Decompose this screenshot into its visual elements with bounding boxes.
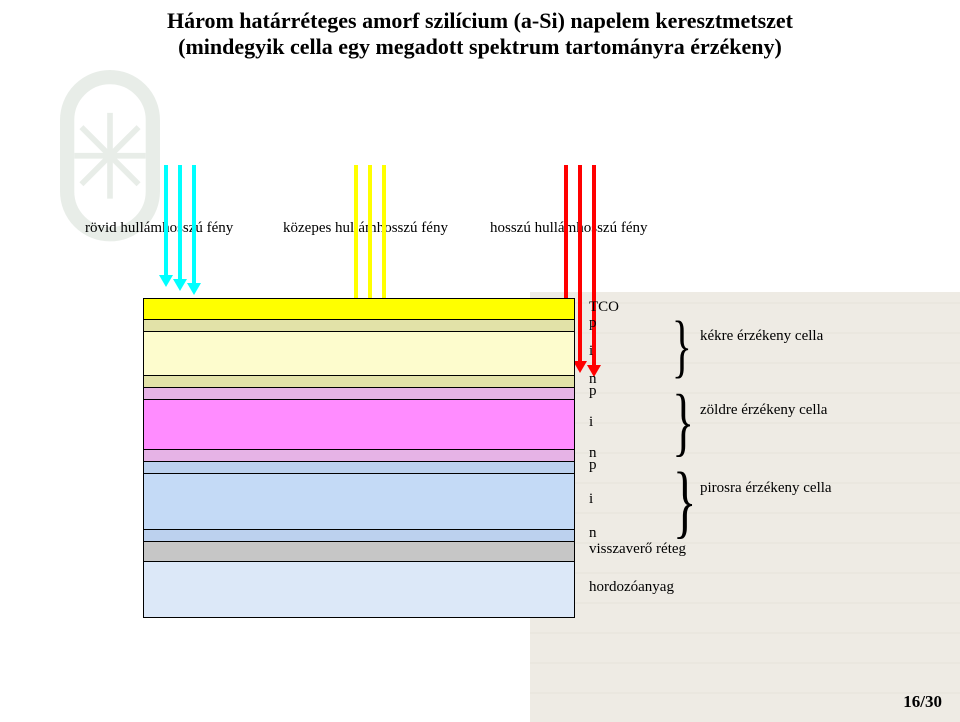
layer-stack <box>143 298 575 618</box>
layer-n2 <box>144 449 574 461</box>
layer-i3 <box>144 473 574 529</box>
layer-p1 <box>144 319 574 331</box>
layer-reflector <box>144 541 574 561</box>
layer-label-p1: p <box>589 315 597 332</box>
layer-label-p2: p <box>589 383 597 400</box>
layer-label-tco: TCO <box>589 299 619 316</box>
layer-n3 <box>144 529 574 541</box>
headline-long: hosszú hullámhosszú fény <box>490 220 647 237</box>
cell-label-2: pirosra érzékeny cella <box>700 480 832 497</box>
brace-1: } <box>672 384 694 460</box>
layer-n1 <box>144 375 574 387</box>
layer-label-p3: p <box>589 457 597 474</box>
brace-2: } <box>673 460 697 542</box>
cell-label-0: kékre érzékeny cella <box>700 328 823 345</box>
layer-substrate <box>144 561 574 617</box>
title-line-1: Három határréteges amorf szilícium (a-Si… <box>0 8 960 34</box>
title-line-2: (mindegyik cella egy megadott spektrum t… <box>0 34 960 60</box>
layer-tco <box>144 299 574 319</box>
layer-label-n3: n <box>589 525 597 542</box>
brace-0: } <box>672 312 692 382</box>
layer-i1 <box>144 331 574 375</box>
cell-label-1: zöldre érzékeny cella <box>700 402 827 419</box>
page-title: Három határréteges amorf szilícium (a-Si… <box>0 8 960 60</box>
headline-medium: közepes hullámhosszú fény <box>283 220 448 237</box>
layer-label-i3: i <box>589 491 593 508</box>
layer-label-i2: i <box>589 414 593 431</box>
layer-label-i1: i <box>589 343 593 360</box>
headline-short: rövid hullámhosszú fény <box>85 220 233 237</box>
layer-p3 <box>144 461 574 473</box>
layer-p2 <box>144 387 574 399</box>
layer-i2 <box>144 399 574 449</box>
layer-label-reflector: visszaverő réteg <box>589 541 686 558</box>
layer-label-substrate: hordozóanyag <box>589 579 674 596</box>
page-number: 16/30 <box>903 692 942 712</box>
